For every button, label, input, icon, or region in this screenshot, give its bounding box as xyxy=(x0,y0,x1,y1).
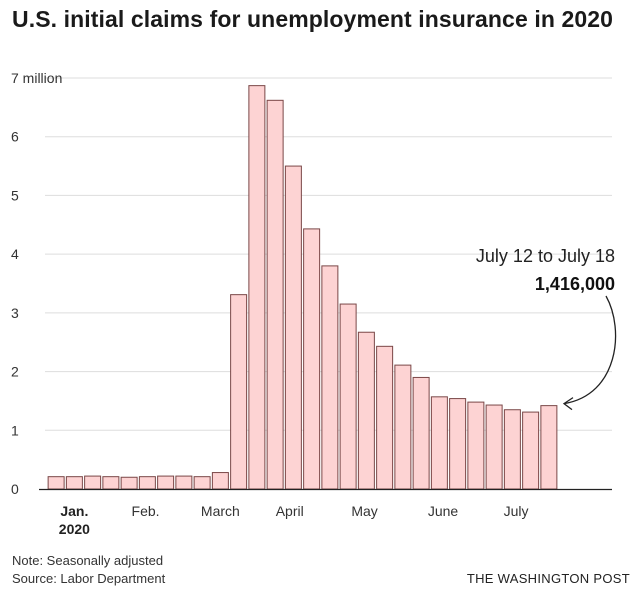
bar xyxy=(339,303,357,490)
bar xyxy=(47,476,65,490)
y-tick-label: 3 xyxy=(11,305,19,321)
y-tick-label: 4 xyxy=(11,246,19,262)
bar xyxy=(321,265,339,490)
annotation-arrowhead xyxy=(562,397,574,411)
annotation-value: 1,416,000 xyxy=(535,274,615,294)
y-tick-label: 0 xyxy=(11,481,19,497)
bar xyxy=(175,475,193,490)
bar xyxy=(303,228,321,490)
x-year-label: 2020 xyxy=(59,521,90,537)
footer-source: Source: Labor Department xyxy=(12,571,166,586)
bar xyxy=(211,472,229,490)
y-tick-label: 2 xyxy=(11,364,19,380)
x-month-label: May xyxy=(351,503,377,519)
annotation-date-range: July 12 to July 18 xyxy=(476,246,615,266)
bar xyxy=(412,376,430,490)
bar xyxy=(522,411,540,490)
bar xyxy=(503,409,521,490)
bars xyxy=(47,85,558,490)
bar xyxy=(84,475,102,490)
bar xyxy=(157,475,175,490)
annotation: July 12 to July 18 1,416,000 xyxy=(476,246,617,411)
bar xyxy=(357,331,375,490)
x-month-label: April xyxy=(276,503,304,519)
footer-credit: THE WASHINGTON POST xyxy=(466,571,630,586)
bar xyxy=(138,476,156,490)
bar xyxy=(394,364,412,490)
y-tick-label: 6 xyxy=(11,129,19,145)
bar xyxy=(376,345,394,490)
bar xyxy=(449,398,467,490)
y-tick-label: 5 xyxy=(11,187,19,203)
bar xyxy=(230,294,248,490)
x-month-label: March xyxy=(201,503,240,519)
annotation-arrow xyxy=(563,295,617,405)
bar xyxy=(540,405,558,490)
x-month-labels: Jan. 2020 Feb. March April May June July xyxy=(59,503,529,537)
bar xyxy=(485,404,503,490)
bar xyxy=(120,476,138,490)
bar xyxy=(266,99,284,490)
bar xyxy=(248,85,266,490)
x-month-label: June xyxy=(428,503,459,519)
y-tick-label: 1 xyxy=(11,422,19,438)
bar-chart: 0 1 2 3 4 5 6 7 million Jan. 2020 Feb. March April M… xyxy=(11,70,617,537)
y-tick-label: 7 million xyxy=(11,70,62,86)
y-tick-labels: 0 1 2 3 4 5 6 7 million xyxy=(11,70,62,497)
x-month-label: Jan. xyxy=(60,503,88,519)
bar xyxy=(284,165,302,490)
x-month-label: Feb. xyxy=(132,503,160,519)
footer-note: Note: Seasonally adjusted xyxy=(12,553,164,568)
chart-title: U.S. initial claims for unemployment ins… xyxy=(12,6,614,32)
bar xyxy=(193,476,211,490)
x-month-label: July xyxy=(504,503,529,519)
bar xyxy=(430,396,448,490)
bar xyxy=(467,401,485,490)
bar xyxy=(65,476,83,490)
bar xyxy=(102,476,120,490)
